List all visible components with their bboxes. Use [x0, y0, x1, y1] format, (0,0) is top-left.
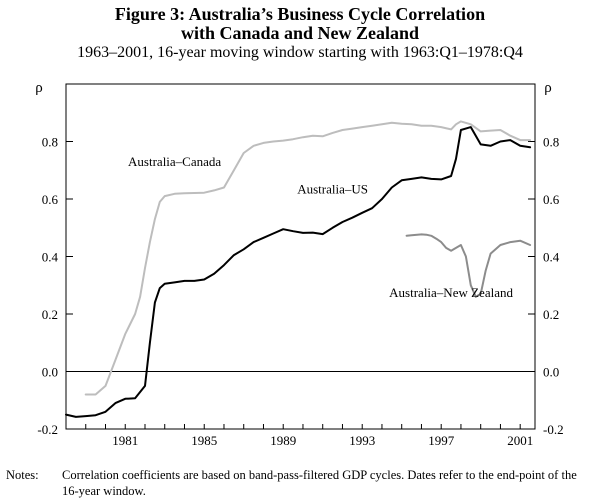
y-tick-label-left: 0.0 [42, 365, 58, 380]
y-axis-label-left: ρ [35, 80, 43, 96]
y-tick-label-right: 0.6 [543, 192, 560, 207]
chart-subtitle: 1963–2001, 16-year moving window startin… [77, 44, 523, 61]
series-line-australia-new-zealand [405, 233, 532, 298]
y-tick-label-right: -0.2 [543, 422, 564, 437]
y-tick-label-right: 0.0 [543, 365, 559, 380]
x-tick-label: 1981 [112, 433, 138, 448]
notes-label: Notes: [6, 468, 39, 482]
series-label-australia-new-zealand: Australia–New Zealand [389, 285, 513, 300]
plot-frame [65, 83, 536, 430]
series-label-australia-us: Australia–US [297, 181, 368, 196]
x-tick-label: 1993 [349, 433, 375, 448]
y-tick-label-left: -0.2 [37, 422, 58, 437]
y-tick-label-right: 0.4 [543, 250, 560, 265]
y-tick-label-left: 0.2 [42, 307, 58, 322]
series-line-australia-canada [84, 120, 532, 396]
chart: ρ ρ -0.2 -0.2 0.0 0.0 0.2 0.2 0.4 0.4 0.6 0.6 0.8 0… [35, 80, 564, 448]
y-tick-label-right: 0.8 [543, 135, 559, 150]
notes-text: Correlation coefficients are based on ba… [62, 468, 577, 498]
x-tick-label: 2001 [507, 433, 533, 448]
chart-title-line-2: with Canada and New Zealand [180, 23, 420, 43]
y-tick-label-right: 0.2 [543, 307, 559, 322]
chart-title-line-1: Figure 3: Australia’s Business Cycle Cor… [114, 4, 486, 24]
series-line-australia-us [65, 126, 532, 418]
y-axis-label-right: ρ [544, 80, 552, 96]
y-tick-label-left: 0.8 [42, 135, 58, 150]
x-tick-label: 1989 [270, 433, 296, 448]
y-tick-label-left: 0.6 [42, 192, 59, 207]
series-label-australia-canada: Australia–Canada [128, 154, 221, 169]
x-tick-label: 1997 [428, 433, 455, 448]
x-tick-label: 1985 [191, 433, 217, 448]
y-tick-label-left: 0.4 [42, 250, 59, 265]
